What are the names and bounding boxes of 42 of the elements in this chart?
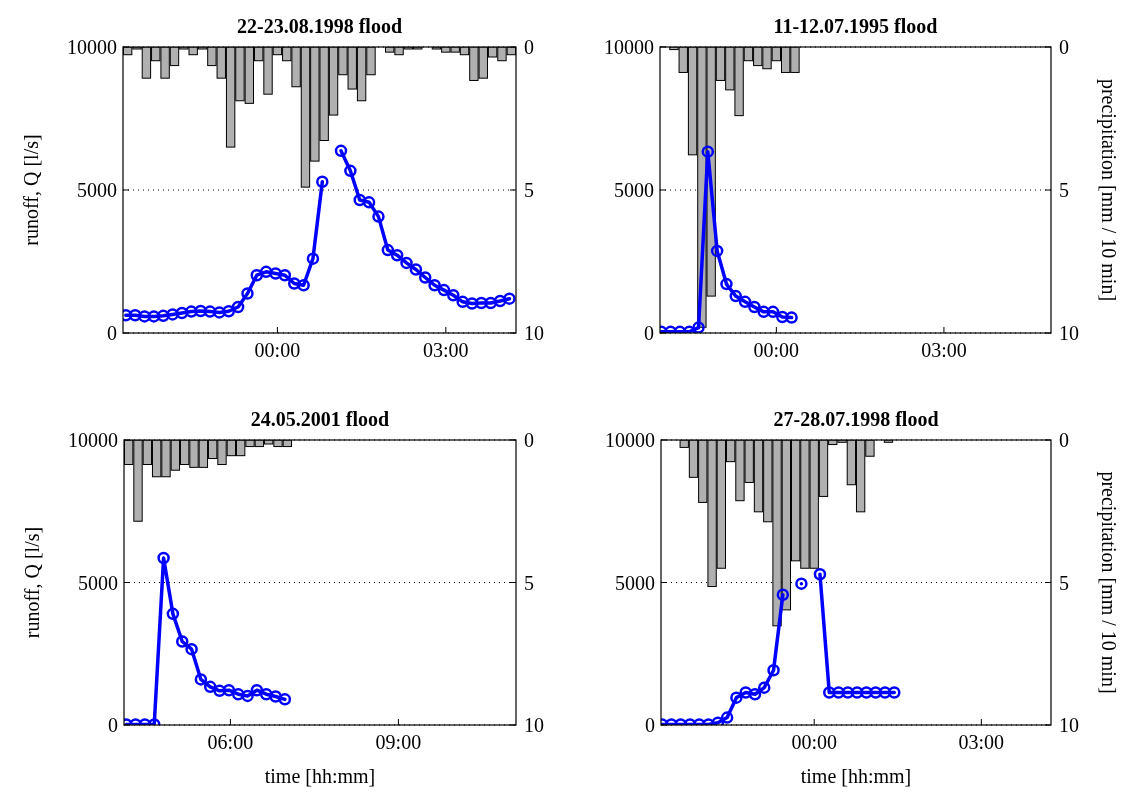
chart-title: 22-23.08.1998 flood bbox=[237, 15, 402, 37]
y-axis-title: runoff, Q [l/s] bbox=[21, 526, 43, 639]
y2-tick-label: 10 bbox=[1059, 714, 1079, 736]
y-tick-label: 0 bbox=[645, 714, 655, 736]
y2-tick-label: 0 bbox=[524, 429, 534, 451]
y-tick-label: 0 bbox=[644, 322, 654, 344]
y-tick-label: 10000 bbox=[68, 429, 118, 451]
chart-title: 11-12.07.1995 flood bbox=[773, 15, 938, 37]
y2-axis-title: precipitation [mm / 10 min] bbox=[1097, 78, 1120, 302]
x-tick-label: 03:00 bbox=[958, 731, 1005, 753]
x-tick-label: 09:00 bbox=[375, 731, 422, 753]
y2-tick-label: 5 bbox=[524, 179, 534, 201]
chart-title: 27-28.07.1998 flood bbox=[773, 408, 939, 430]
y-tick-label: 10000 bbox=[604, 36, 654, 58]
y2-tick-label: 10 bbox=[524, 714, 544, 736]
y2-tick-label: 0 bbox=[1059, 429, 1069, 451]
y-tick-label: 10000 bbox=[605, 429, 655, 451]
x-axis-title: time [hh:mm] bbox=[264, 765, 376, 787]
y2-tick-label: 10 bbox=[1059, 322, 1079, 344]
x-tick-label: 00:00 bbox=[254, 339, 301, 361]
y2-tick-label: 0 bbox=[524, 36, 534, 58]
y2-axis-title: precipitation [mm / 10 min] bbox=[1097, 471, 1120, 694]
y-tick-label: 5000 bbox=[77, 179, 117, 201]
y2-tick-label: 5 bbox=[1059, 179, 1069, 201]
y-tick-label: 5000 bbox=[615, 571, 655, 594]
x-tick-label: 03:00 bbox=[423, 339, 469, 361]
y-tick-label: 10000 bbox=[67, 36, 117, 58]
x-tick-label: 00:00 bbox=[753, 339, 800, 361]
y-tick-label: 0 bbox=[108, 714, 118, 736]
y-tick-label: 5000 bbox=[614, 179, 654, 201]
x-tick-label: 03:00 bbox=[921, 339, 967, 361]
y2-tick-label: 10 bbox=[524, 322, 544, 344]
x-axis-title: time [hh:mm] bbox=[800, 765, 912, 787]
y-axis-title: runoff, Q [l/s] bbox=[20, 134, 42, 246]
y2-tick-label: 5 bbox=[1059, 571, 1069, 594]
chart-title: 24.05.2001 flood bbox=[250, 408, 390, 430]
x-tick-label: 00:00 bbox=[791, 731, 837, 753]
y2-tick-label: 0 bbox=[1059, 36, 1069, 58]
y2-tick-label: 5 bbox=[524, 571, 534, 594]
x-tick-label: 06:00 bbox=[207, 731, 254, 753]
y-tick-label: 5000 bbox=[78, 571, 118, 594]
y-tick-label: 0 bbox=[107, 322, 117, 344]
